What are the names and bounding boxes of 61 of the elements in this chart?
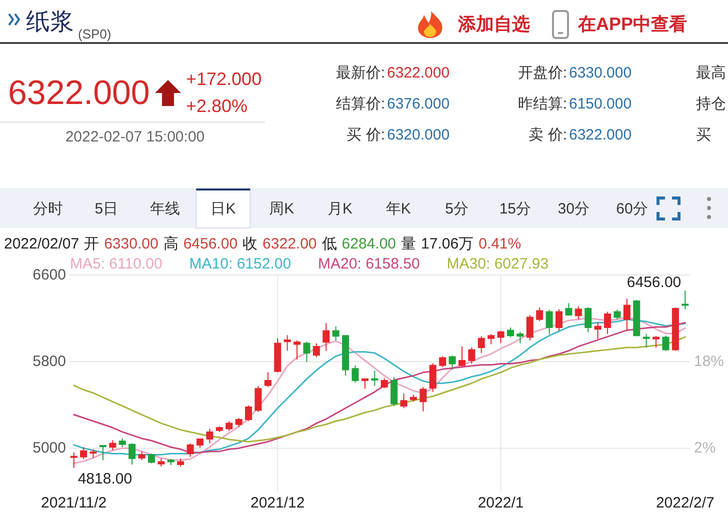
text: 周K — [269, 200, 294, 218]
text: 最高 — [696, 64, 726, 82]
y-tick-label: 6600 — [32, 266, 66, 284]
text: 17.06万 — [421, 236, 474, 252]
text: 在APP中查看 — [577, 14, 688, 34]
annotation: 6456.00 — [626, 274, 682, 292]
text: 纸浆 — [26, 8, 74, 36]
text: 0.41% — [478, 236, 522, 252]
text: 开盘价: — [518, 64, 567, 82]
text: 6330.000 — [569, 64, 632, 82]
text: 15分 — [499, 200, 532, 218]
text: 6376.000 — [387, 96, 450, 112]
text: 2022/02/07 — [4, 236, 80, 252]
text: MA30: 6027.93 — [446, 256, 549, 272]
text: 6320.000 — [387, 126, 450, 144]
text: 添加自选 — [457, 14, 530, 34]
text: 买 — [696, 126, 711, 144]
x-tick-label: 2022/2/7 — [656, 494, 714, 512]
text: 6284.00 — [342, 236, 396, 252]
text: 低 — [322, 236, 337, 252]
text: 收 — [242, 236, 258, 252]
text: 5分 — [445, 200, 468, 218]
text: 分时 — [33, 200, 63, 218]
text: MA20: 6158.50 — [318, 256, 420, 272]
x-tick-label: 2021/11/2 — [41, 494, 107, 512]
text: 日K — [210, 200, 236, 218]
text: 年K — [386, 200, 411, 218]
text: 年线 — [150, 200, 180, 218]
text: 量 — [401, 236, 416, 252]
text: 5日 — [94, 200, 118, 218]
text: 卖 价: — [528, 126, 567, 144]
x-tick-label: 2021/12 — [250, 494, 305, 512]
text: 6150.000 — [569, 96, 632, 112]
text: (SP0) — [78, 26, 112, 42]
text: MA10: 6152.00 — [189, 256, 292, 272]
text: MA5: 6110.00 — [70, 256, 162, 272]
text: 昨结算: — [518, 96, 567, 112]
text: 6322.000 — [8, 74, 150, 112]
text: 30分 — [558, 200, 590, 218]
text: 6322.00 — [262, 236, 317, 252]
y-tick-label: 5800 — [32, 353, 66, 370]
text: +2.80% — [186, 96, 248, 116]
text: 6330.00 — [104, 236, 158, 252]
text: 6456.00 — [183, 236, 238, 252]
y-tick-label: 5000 — [32, 440, 66, 457]
text: 6322.000 — [569, 126, 632, 144]
text: 持仓 — [696, 96, 726, 112]
text: 结算价: — [336, 96, 385, 112]
y2-tick-label: 18% — [694, 353, 724, 370]
text: 高 — [163, 236, 178, 252]
text: 60分 — [616, 200, 648, 218]
text: 买 价: — [346, 126, 385, 144]
text: 6322.000 — [387, 64, 450, 82]
text: 月K — [327, 200, 353, 218]
text: 2022-02-07 15:00:00 — [65, 128, 205, 146]
text: +172.000 — [186, 69, 262, 89]
text: 最新价: — [336, 64, 385, 82]
text: 开 — [84, 236, 100, 252]
x-tick-label: 2022/1 — [478, 494, 524, 512]
annotation: 4818.00 — [78, 470, 132, 488]
y2-tick-label: 2% — [694, 440, 716, 457]
